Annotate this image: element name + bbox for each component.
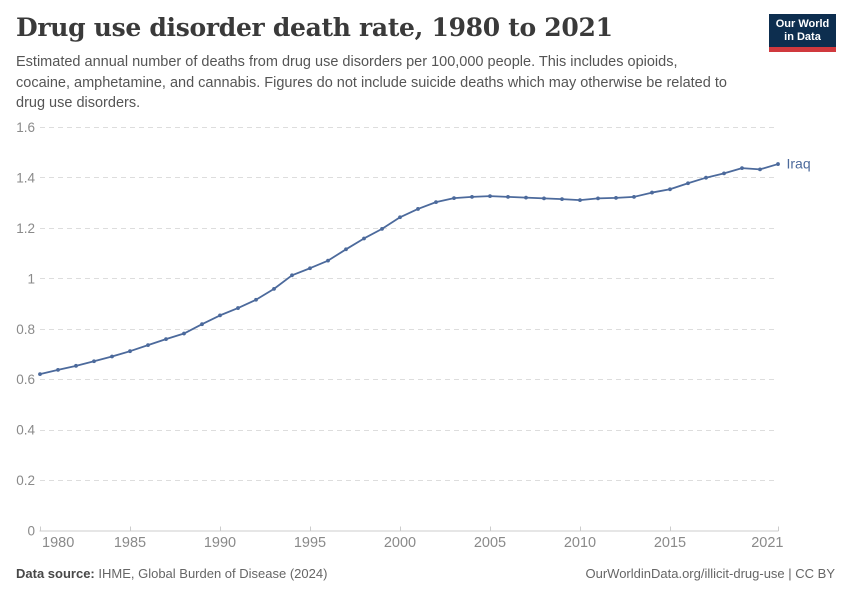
data-source: Data source: IHME, Global Burden of Dise…: [16, 566, 327, 581]
data-point[interactable]: [236, 306, 240, 310]
y-axis-tick-label: 0.4: [16, 423, 35, 438]
y-axis-tick-label: 0.2: [16, 473, 35, 488]
y-axis-tick-label: 0.6: [16, 372, 35, 387]
data-point[interactable]: [722, 171, 726, 176]
x-axis-tick-label: 2021: [751, 535, 783, 551]
data-point[interactable]: [524, 195, 528, 200]
x-axis-tick-label: 1990: [204, 535, 236, 551]
data-point[interactable]: [434, 200, 438, 205]
data-point[interactable]: [488, 194, 492, 199]
y-axis-tick-label: 1.4: [16, 170, 35, 185]
data-point[interactable]: [254, 297, 258, 302]
data-point[interactable]: [290, 273, 294, 278]
chart-subtitle-line: drug use disorders.: [16, 95, 141, 111]
data-point[interactable]: [146, 343, 150, 348]
data-point[interactable]: [596, 196, 600, 201]
data-point[interactable]: [92, 359, 96, 364]
x-axis-tick-label: 2015: [654, 535, 686, 551]
x-axis-tick-label: 1995: [294, 535, 326, 551]
data-point[interactable]: [164, 337, 168, 341]
data-point[interactable]: [56, 367, 60, 372]
x-axis-tick-label: 2005: [474, 535, 506, 551]
x-axis-tick-label: 1985: [114, 535, 146, 551]
owid-logo-line2: in Data: [784, 31, 821, 43]
data-point[interactable]: [416, 207, 420, 211]
data-point[interactable]: [560, 197, 564, 202]
data-source-label: Data source:: [16, 566, 95, 581]
chart-subtitle: Estimated annual number of deaths from d…: [16, 52, 727, 114]
data-point[interactable]: [776, 162, 780, 166]
credit-link[interactable]: OurWorldinData.org/illicit-drug-use | CC…: [585, 566, 836, 581]
owid-logo-line1: Our World: [775, 18, 830, 30]
series-end-label[interactable]: Iraq: [787, 156, 811, 172]
data-point[interactable]: [614, 195, 618, 200]
data-point[interactable]: [470, 194, 474, 199]
chart-subtitle-line: cocaine, amphetamine, and cannabis. Figu…: [16, 74, 727, 91]
y-axis-tick-label: 1.2: [16, 221, 35, 236]
data-point[interactable]: [452, 196, 456, 201]
data-point[interactable]: [668, 187, 672, 192]
x-axis-tick-label: 2000: [384, 535, 416, 551]
y-axis-tick-label: 1.6: [16, 120, 35, 135]
chart-title: Drug use disorder death rate, 1980 to 20…: [16, 13, 613, 42]
data-point[interactable]: [200, 322, 204, 327]
data-point[interactable]: [686, 181, 690, 186]
data-point[interactable]: [182, 331, 186, 336]
data-point[interactable]: [650, 190, 654, 195]
data-point[interactable]: [272, 287, 276, 291]
owid-logo[interactable]: Our World in Data: [769, 14, 836, 52]
data-point[interactable]: [218, 313, 222, 318]
data-point[interactable]: [632, 194, 636, 199]
data-point[interactable]: [362, 236, 366, 241]
data-point[interactable]: [758, 167, 762, 172]
data-point[interactable]: [398, 215, 402, 220]
data-point[interactable]: [740, 166, 744, 171]
x-axis-tick-label: 1980: [42, 535, 74, 551]
data-point[interactable]: [380, 226, 384, 231]
data-point[interactable]: [578, 198, 582, 203]
x-axis-tick-label: 2010: [564, 535, 596, 551]
data-point[interactable]: [506, 194, 510, 199]
series-line[interactable]: [39, 163, 779, 376]
y-axis-tick-label: 0.8: [16, 322, 35, 337]
data-point[interactable]: [128, 349, 132, 354]
data-point[interactable]: [38, 372, 42, 377]
data-point[interactable]: [326, 258, 330, 263]
data-point[interactable]: [542, 196, 546, 201]
chart-footer: Data source: IHME, Global Burden of Dise…: [16, 566, 835, 581]
data-point[interactable]: [344, 247, 348, 252]
y-axis-tick-label: 0: [27, 524, 35, 539]
owid-logo-text: Our World in Data: [769, 14, 836, 47]
data-point[interactable]: [704, 175, 708, 180]
y-axis-tick-label: 1: [27, 271, 35, 286]
data-point[interactable]: [308, 266, 312, 271]
data-point[interactable]: [110, 354, 114, 359]
data-point[interactable]: [74, 363, 78, 368]
owid-logo-red-bar: [769, 47, 836, 52]
data-source-text: IHME, Global Burden of Disease (2024): [94, 566, 328, 581]
chart-subtitle-line: Estimated annual number of deaths from d…: [16, 54, 678, 70]
